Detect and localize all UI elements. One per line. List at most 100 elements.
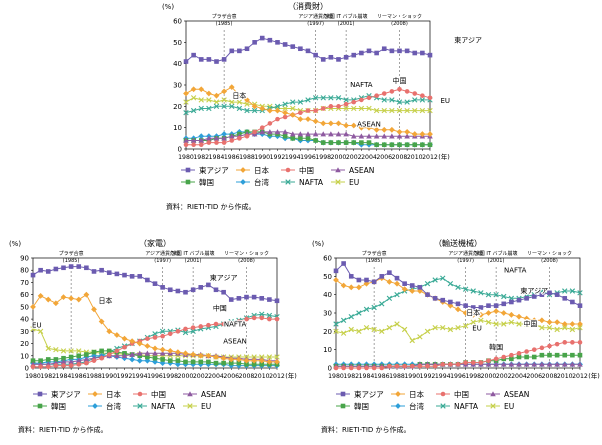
data-point-china: [259, 125, 265, 130]
data-point-eu: [343, 105, 349, 112]
data-point-east-asia: [486, 303, 491, 308]
data-point-china: [183, 142, 189, 148]
data-point-eu: [493, 321, 499, 327]
data-point-china: [282, 114, 288, 120]
data-point-japan: [236, 92, 243, 99]
data-point-japan: [381, 126, 388, 133]
x-tick-label: 1996: [450, 373, 466, 380]
data-point-japan: [244, 97, 250, 103]
data-point-korea: [389, 142, 395, 148]
legend-entry: 日本: [409, 389, 424, 399]
data-point-korea: [516, 354, 522, 360]
data-point-china: [206, 140, 212, 145]
y-tick-label: 70: [20, 279, 29, 287]
data-point-east-asia: [214, 59, 219, 64]
data-point-china: [76, 362, 82, 367]
x-tick-label: 2004: [361, 154, 377, 161]
data-point-japan: [358, 124, 365, 131]
data-point-japan: [274, 358, 280, 365]
data-point-japan: [121, 335, 128, 342]
data-point-korea: [53, 357, 59, 362]
data-point-eu: [213, 99, 220, 105]
data-point-eu: [531, 321, 537, 327]
data-point-east-asia: [366, 48, 372, 54]
data-point-asean: [554, 361, 560, 367]
legend-marker: [137, 391, 143, 397]
data-point-japan: [366, 124, 372, 131]
legend-entry: 中国: [299, 165, 314, 175]
data-point-east-asia: [364, 277, 369, 283]
data-point-japan: [183, 90, 189, 97]
data-point-china: [237, 136, 242, 141]
legend-entry: 東アジア: [354, 389, 384, 399]
data-point-eu: [546, 324, 553, 331]
x-tick-label: 1982: [193, 154, 209, 161]
data-point-japan: [320, 120, 327, 127]
data-point-china: [30, 364, 36, 370]
data-point-japan: [60, 294, 67, 301]
data-point-asean: [305, 131, 311, 137]
legend-entry: 韓国: [199, 177, 214, 187]
data-point-china: [206, 322, 211, 328]
data-point-nafta: [190, 107, 197, 114]
data-point-east-asia: [252, 40, 257, 45]
y-tick-label: 60: [173, 18, 182, 26]
legend-entry: 韓国: [354, 401, 369, 411]
data-point-china: [402, 363, 407, 369]
data-point-korea: [106, 348, 112, 354]
data-point-china: [425, 363, 430, 369]
data-point-east-asia: [554, 292, 560, 297]
data-point-eu: [229, 99, 235, 105]
legend-marker: [187, 391, 193, 397]
data-point-japan: [221, 88, 228, 95]
source-note: 資料：RIETI-TID から作成。: [18, 425, 108, 434]
data-point-china: [267, 121, 273, 126]
y-tick-label: 50: [173, 39, 182, 47]
data-point-japan: [83, 291, 90, 298]
data-point-japan: [508, 311, 515, 318]
y-tick-label: 20: [323, 328, 332, 336]
x-tick-label: 1986: [224, 154, 240, 161]
series-label: 日本: [98, 296, 112, 305]
data-point-korea: [305, 136, 311, 141]
data-point-korea: [175, 358, 181, 363]
data-point-eu: [432, 324, 438, 331]
data-point-japan: [427, 131, 433, 137]
data-point-nafta: [221, 103, 227, 110]
data-point-china: [397, 86, 402, 92]
data-point-china: [554, 341, 560, 347]
data-point-korea: [381, 142, 387, 148]
data-point-nafta: [462, 286, 469, 292]
data-point-korea: [152, 355, 158, 361]
data-point-east-asia: [229, 48, 235, 54]
data-point-china: [409, 363, 415, 369]
data-point-east-asia: [76, 264, 82, 269]
data-point-asean: [297, 131, 304, 137]
x-tick-label: 1994: [285, 154, 301, 161]
data-point-korea: [320, 140, 326, 145]
data-point-nafta: [501, 293, 507, 300]
data-point-korea: [167, 358, 173, 363]
data-point-eu: [290, 105, 296, 112]
data-point-eu: [394, 321, 400, 327]
data-point-east-asia: [259, 296, 265, 301]
x-tick-label: 2010: [407, 154, 423, 161]
data-point-eu: [419, 107, 426, 114]
data-point-japan: [113, 332, 120, 338]
data-point-japan: [266, 358, 273, 365]
data-point-nafta: [412, 97, 418, 103]
data-point-japan: [282, 109, 289, 116]
legend-entry: 台湾: [106, 401, 121, 411]
data-point-asean: [404, 133, 410, 139]
data-point-east-asia: [440, 297, 446, 303]
plot-frame: [335, 257, 581, 369]
data-point-japan: [312, 118, 319, 125]
data-point-east-asia: [84, 265, 89, 271]
legend-entry: EU: [349, 178, 359, 187]
data-point-korea: [30, 358, 36, 363]
y-tick-label: 10: [323, 346, 332, 354]
data-point-asean: [259, 129, 266, 135]
data-point-japan: [388, 126, 395, 133]
event-year: (2008): [541, 258, 558, 264]
data-point-east-asia: [30, 272, 36, 278]
